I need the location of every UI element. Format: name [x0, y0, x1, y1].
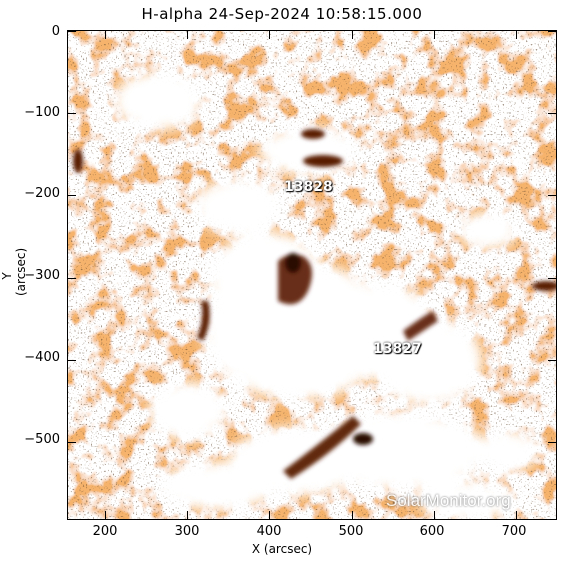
y-tick-mark	[68, 359, 76, 361]
x-tick-mark	[433, 31, 435, 39]
y-tick-mark	[68, 442, 76, 444]
x-tick-mark	[351, 511, 353, 519]
x-tick-mark	[433, 511, 435, 519]
h-alpha-solar-image	[68, 31, 556, 519]
y-tick-label: 0	[51, 24, 60, 39]
x-tick-mark	[104, 31, 106, 39]
active-region-label: 13828	[284, 179, 333, 195]
y-tick-mark	[68, 277, 76, 279]
y-tick-label: −200	[24, 186, 60, 201]
x-tick-mark	[186, 511, 188, 519]
y-tick-label: −500	[24, 432, 60, 447]
y-tick-mark	[548, 442, 556, 444]
image-title: H-alpha 24-Sep-2024 10:58:15.000	[141, 5, 423, 23]
x-axis-label: X (arcsec)	[251, 542, 313, 556]
solar-image-frame: 13828 13827 SolarMonitor.org	[67, 30, 557, 520]
y-tick-mark	[548, 112, 556, 114]
x-tick-mark	[269, 511, 271, 519]
y-tick-label: −300	[24, 268, 60, 283]
x-tick-label: 700	[501, 524, 527, 539]
x-tick-label: 300	[174, 524, 200, 539]
x-tick-label: 200	[92, 524, 118, 539]
y-tick-mark	[548, 195, 556, 197]
watermark-logo: SolarMonitor.org	[386, 491, 511, 510]
x-tick-label: 500	[338, 524, 364, 539]
x-tick-mark	[269, 31, 271, 39]
x-tick-mark	[516, 31, 518, 39]
x-tick-mark	[104, 511, 106, 519]
active-region-label: 13827	[373, 341, 422, 357]
y-tick-mark	[68, 112, 76, 114]
y-tick-mark	[68, 195, 76, 197]
x-tick-label: 600	[419, 524, 445, 539]
x-tick-label: 400	[256, 524, 282, 539]
y-tick-mark	[548, 359, 556, 361]
x-tick-mark	[186, 31, 188, 39]
y-tick-mark	[548, 31, 556, 32]
y-tick-mark	[548, 277, 556, 279]
x-tick-mark	[351, 31, 353, 39]
y-tick-label: −400	[24, 350, 60, 365]
y-tick-label: −100	[24, 105, 60, 120]
x-tick-mark	[516, 511, 518, 519]
y-tick-mark	[68, 31, 76, 32]
